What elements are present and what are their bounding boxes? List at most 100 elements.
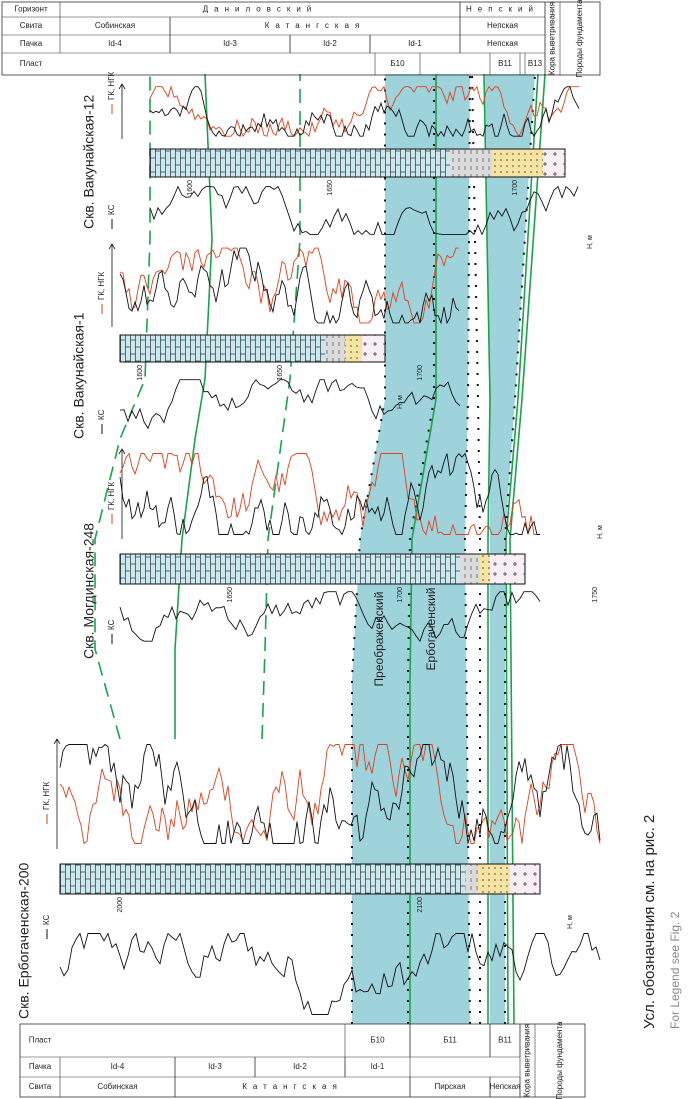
litho-frame — [149, 148, 566, 178]
table-text: Собинская — [95, 21, 135, 30]
depth-label: 1650 — [277, 365, 284, 381]
well-name: Скв. Ербогаченская-200 — [16, 862, 32, 1019]
log-curve — [119, 247, 459, 324]
table-text: Собинская — [97, 1082, 137, 1091]
litho-basement — [543, 149, 565, 177]
litho-dolomite — [60, 864, 465, 894]
layer-boundary — [471, 73, 481, 1024]
litho-frame — [119, 553, 526, 585]
table-text: Кора выветривания — [523, 1024, 532, 1097]
depth-label: 1600 — [187, 180, 194, 196]
table-text: Id-3 — [223, 39, 237, 48]
depth-unit: H, м — [597, 525, 604, 539]
table-text: Пачка — [20, 39, 43, 48]
layer-boundary — [504, 73, 536, 1024]
table-text: Кора выветривания — [548, 2, 557, 75]
table-text: Пачка — [29, 1062, 52, 1071]
gk-label: ГК, НГК — [107, 481, 116, 510]
table-text: В13 — [528, 59, 543, 68]
log-curve — [149, 85, 579, 138]
reservoir-band — [485, 74, 535, 1024]
well-name: Скв. Вакунайская-12 — [81, 95, 97, 229]
reservoir-band — [352, 74, 470, 1024]
table-text: Id-4 — [111, 1062, 125, 1071]
table-text: Непская — [487, 39, 518, 48]
depth-label: 1600 — [137, 365, 144, 381]
table-text: Id-1 — [371, 1062, 385, 1071]
gk-label: ГК, НГК — [107, 71, 116, 100]
depth-unit: H, м — [567, 915, 574, 929]
litho-sand — [478, 864, 510, 894]
log-curve — [149, 185, 579, 236]
litho-clay — [460, 554, 480, 584]
correlation-line — [509, 73, 546, 1025]
log-curve — [119, 378, 461, 430]
table-text: Id-2 — [323, 39, 337, 48]
correlation-line — [505, 73, 539, 1025]
ks-label: КС — [42, 914, 51, 925]
table-text: Пласт — [20, 59, 43, 68]
log-curve — [59, 743, 601, 845]
litho-basement — [362, 335, 385, 362]
log-curve — [149, 86, 580, 138]
table-text: Горизонт — [14, 5, 48, 14]
litho-sand — [480, 554, 490, 584]
ks-label: КС — [97, 409, 106, 420]
log-curve — [59, 743, 601, 845]
table-text: Пласт — [29, 1036, 52, 1045]
band-label: Ербогаченский — [424, 588, 438, 671]
correlation-line — [261, 74, 301, 740]
band-label: Преображенский — [372, 592, 386, 687]
litho-sand — [345, 335, 362, 362]
table-text: Id-3 — [208, 1062, 222, 1071]
litho-basement — [490, 554, 525, 584]
layer-boundary — [463, 73, 471, 1025]
table-text: Пирская — [434, 1082, 465, 1091]
table-text: Породы фундамента — [575, 0, 584, 77]
depth-label: 1650 — [327, 180, 334, 196]
table-frame — [1, 1, 601, 76]
table-text: Id-1 — [408, 39, 422, 48]
table-text: Б11 — [443, 1036, 457, 1045]
depth-label: 1700 — [397, 587, 404, 603]
ks-label: КС — [107, 204, 116, 215]
litho-clay — [450, 149, 492, 177]
ks-label: КС — [107, 619, 116, 630]
log-curve — [119, 247, 460, 325]
arrow — [118, 83, 126, 139]
table-text: В11 — [498, 59, 512, 68]
depth-label: 1700 — [512, 180, 519, 196]
well-name: Скв. Могдинская-248 — [81, 523, 97, 659]
litho-dolomite — [120, 554, 460, 584]
litho-frame — [119, 334, 386, 363]
gk-label: ГК, НГК — [42, 781, 51, 810]
correlation-line — [174, 73, 213, 739]
litho-clay — [465, 864, 478, 894]
correlation-line — [94, 74, 151, 740]
table-text: Катангская — [242, 1082, 343, 1091]
depth-label: 1700 — [417, 365, 424, 381]
depth-label: 1650 — [227, 587, 234, 603]
depth-label: 1750 — [592, 587, 599, 603]
arrow — [53, 738, 61, 849]
table-text: Породы фундамента — [555, 1021, 564, 1099]
litho-sand — [492, 149, 543, 177]
litho-dolomite — [150, 149, 450, 177]
correlation-line — [409, 74, 437, 1024]
table-text: Свита — [20, 21, 43, 30]
table-frame — [19, 1023, 586, 1098]
litho-frame — [59, 863, 541, 895]
table-text: Б10 — [390, 59, 405, 68]
log-curve — [119, 452, 540, 536]
table-text: Свита — [29, 1082, 52, 1091]
table-text: Непский — [466, 5, 539, 14]
log-curve — [59, 932, 601, 1015]
table-text: Id-4 — [108, 39, 122, 48]
litho-basement — [510, 864, 540, 894]
log-curve — [119, 452, 540, 536]
arrow — [108, 243, 116, 327]
depth-label: 2000 — [117, 897, 124, 913]
depth-label: 2100 — [417, 897, 424, 913]
